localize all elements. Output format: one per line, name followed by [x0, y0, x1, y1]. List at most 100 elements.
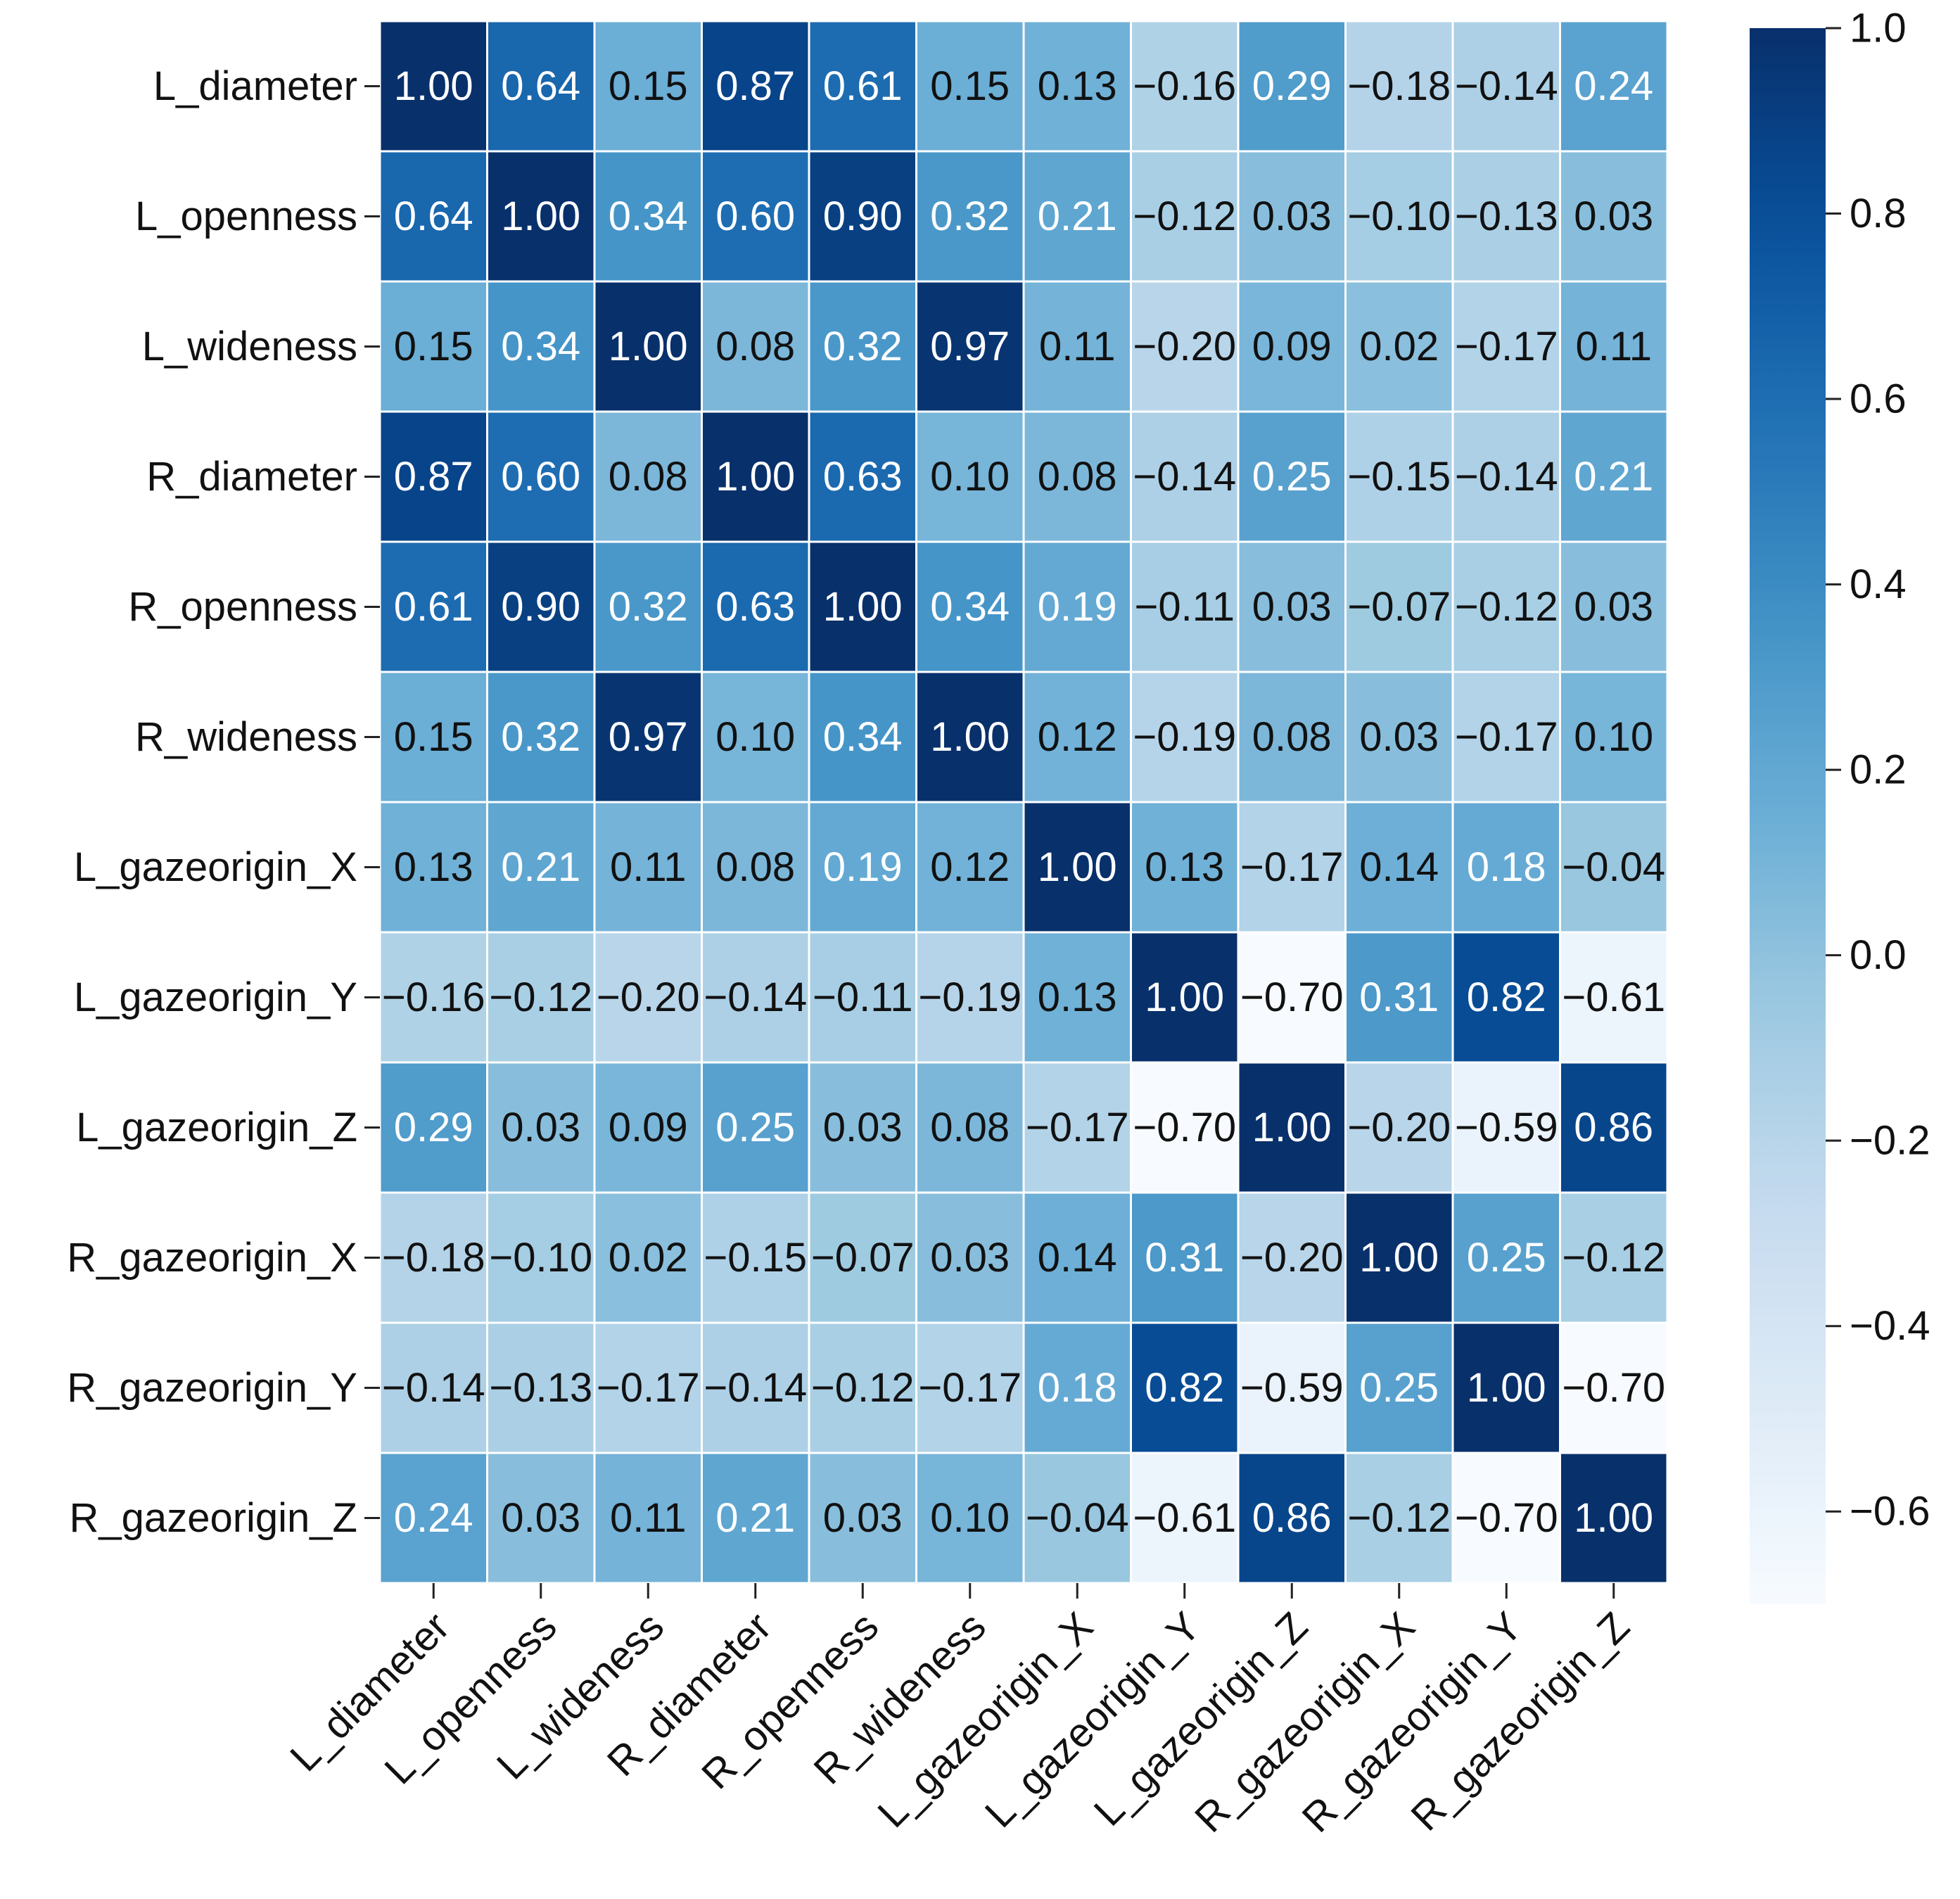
heatmap-cell	[1022, 1191, 1132, 1324]
row-label: L_wideness	[142, 324, 357, 369]
cell-value-label: 0.97	[930, 324, 1010, 369]
colorbar-tick-label: 1.0	[1850, 6, 1907, 51]
cell-value-label: 0.10	[930, 1495, 1010, 1541]
heatmap-cell	[1237, 671, 1347, 804]
cell-value-label: 0.32	[930, 193, 1010, 239]
heatmap-cell	[1022, 1452, 1132, 1584]
cell-value-label: 0.03	[501, 1105, 580, 1150]
cell-value-label: 0.61	[394, 584, 473, 630]
cell-value-label: 0.03	[823, 1495, 903, 1541]
cell-value-label: −0.61	[1133, 1495, 1236, 1541]
heatmap-cell	[701, 671, 810, 804]
cell-value-label: 0.11	[610, 1495, 687, 1541]
heatmap-cell	[1451, 150, 1561, 283]
cell-value-label: 0.90	[823, 193, 903, 239]
cell-value-label: 0.10	[930, 454, 1010, 500]
cell-value-label: 0.86	[1252, 1495, 1332, 1541]
heatmap-cell	[1022, 410, 1132, 543]
heatmap-cell	[378, 1061, 488, 1194]
heatmap-cell	[915, 1321, 1025, 1454]
heatmap-cell	[378, 671, 488, 804]
heatmap-cell	[1451, 801, 1561, 934]
cell-value-label: 0.11	[610, 844, 687, 890]
cell-value-label: 0.90	[501, 584, 580, 630]
cell-value-label: −0.12	[1562, 1235, 1665, 1281]
cell-value-label: 0.29	[394, 1105, 473, 1150]
colorbar-tick-label: 0.4	[1850, 561, 1907, 607]
cell-value-label: 0.13	[1038, 974, 1117, 1020]
heatmap-cell	[701, 931, 810, 1064]
cell-value-label: −0.12	[1347, 1495, 1451, 1541]
heatmap-cell	[1559, 20, 1669, 153]
heatmap-cell	[593, 801, 703, 934]
cell-value-label: 0.03	[1252, 584, 1332, 630]
cell-value-label: 0.63	[823, 454, 903, 500]
cell-value-label: 0.15	[394, 714, 473, 760]
cell-value-label: −0.70	[1455, 1495, 1558, 1541]
heatmap-cell	[915, 20, 1025, 153]
heatmap-cell	[915, 671, 1025, 804]
cell-value-label: 0.11	[1039, 324, 1116, 369]
cell-value-label: −0.14	[1455, 63, 1558, 109]
cell-value-label: −0.20	[1133, 324, 1236, 369]
cell-value-label: −0.16	[382, 974, 485, 1020]
cell-value-label: 0.19	[1038, 584, 1117, 630]
heatmap-cell	[1130, 150, 1240, 283]
cell-value-label: 0.03	[1252, 193, 1332, 239]
heatmap-cell	[378, 931, 488, 1064]
cell-value-label: 0.03	[930, 1235, 1010, 1281]
heatmap-cell	[486, 540, 596, 673]
heatmap-cell	[486, 1191, 596, 1324]
heatmap-cell	[1344, 150, 1454, 283]
cell-value-label: −0.14	[704, 1365, 807, 1411]
cell-value-label: −0.15	[704, 1235, 807, 1281]
heatmap-cell	[1559, 1061, 1669, 1194]
cell-value-label: −0.61	[1562, 974, 1665, 1020]
heatmap-cell	[1022, 150, 1132, 283]
cell-value-label: 0.15	[930, 63, 1010, 109]
cell-value-label: −0.12	[489, 974, 592, 1020]
cell-value-label: 1.00	[1467, 1365, 1546, 1411]
cell-value-label: −0.17	[1240, 844, 1344, 890]
colorbar-tick-label: 0.0	[1850, 932, 1907, 978]
heatmap-cell	[1344, 671, 1454, 804]
cell-value-label: 0.82	[1467, 974, 1546, 1020]
heatmap-cell	[808, 1191, 917, 1324]
cell-value-label: −0.16	[1133, 63, 1236, 109]
heatmap-cell	[1022, 540, 1132, 673]
heatmap-cell	[486, 1061, 596, 1194]
cell-value-label: −0.17	[597, 1365, 700, 1411]
heatmap-cell	[1022, 1061, 1132, 1194]
heatmap-cell	[915, 410, 1025, 543]
colorbar-tick-label: 0.2	[1850, 747, 1907, 793]
cell-value-label: −0.10	[489, 1235, 592, 1281]
cell-value-label: 0.82	[1145, 1365, 1224, 1411]
row-label: L_diameter	[153, 63, 357, 109]
heatmap-cell	[915, 801, 1025, 934]
row-label: R_wideness	[135, 714, 357, 760]
heatmap-cell	[915, 1452, 1025, 1584]
heatmap-cell	[1130, 1061, 1240, 1194]
heatmap-cell	[1022, 280, 1132, 413]
cell-value-label: 1.00	[394, 63, 473, 109]
cell-value-label: 0.19	[823, 844, 903, 890]
cell-value-label: 0.25	[1467, 1235, 1546, 1281]
cell-value-label: 0.02	[1359, 324, 1439, 369]
heatmap-cell	[593, 20, 703, 153]
cell-value-label: 0.08	[1252, 714, 1332, 760]
cell-value-label: 0.09	[609, 1105, 688, 1150]
cell-value-label: 0.34	[823, 714, 903, 760]
cell-value-label: 0.25	[1359, 1365, 1439, 1411]
cell-value-label: −0.70	[1240, 974, 1344, 1020]
cell-value-label: −0.11	[813, 974, 912, 1020]
cell-value-label: 0.08	[715, 844, 795, 890]
cell-value-label: 0.31	[1359, 974, 1439, 1020]
cell-value-label: 0.11	[1575, 324, 1652, 369]
row-label: R_gazeorigin_X	[67, 1235, 357, 1281]
row-label: L_gazeorigin_X	[74, 844, 357, 890]
cell-value-label: 0.25	[715, 1105, 795, 1150]
heatmap-cell	[1130, 1191, 1240, 1324]
heatmap-cell	[378, 540, 488, 673]
heatmap-cell	[808, 150, 917, 283]
